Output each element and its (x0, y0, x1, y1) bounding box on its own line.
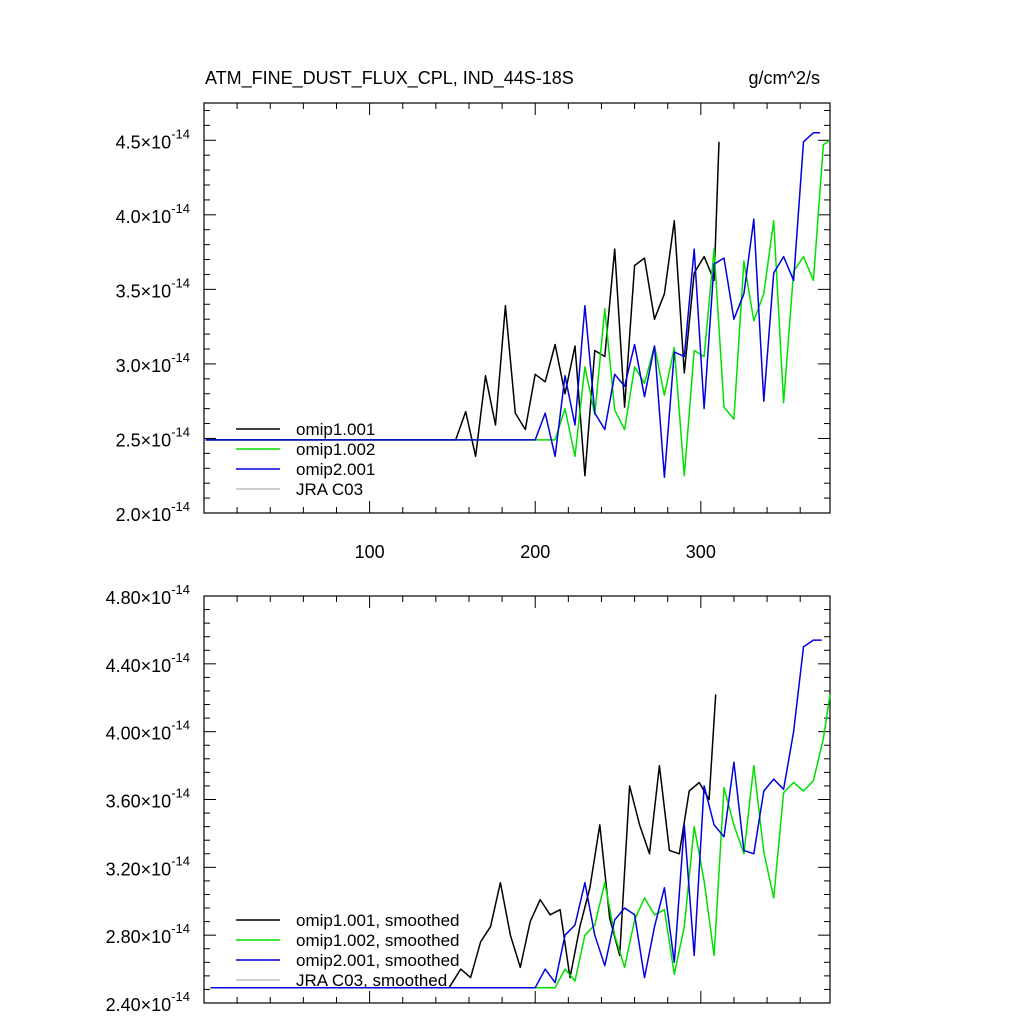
y-tick-label: 4.80×10-14 (106, 582, 190, 608)
x-tick-label: 200 (520, 542, 550, 562)
x-tick-label: 300 (686, 542, 716, 562)
y-tick-label: 4.5×10-14 (116, 126, 190, 152)
y-tick-label: 3.5×10-14 (116, 275, 190, 301)
y-tick-label: 3.0×10-14 (116, 350, 190, 376)
panel-bottom: 2.40×10-14 2.80×10-14 3.20×10-14 3.60×10-14… (106, 582, 831, 1015)
y-tick-label: 3.20×10-14 (106, 853, 190, 879)
series-line (205, 132, 821, 478)
legend-label: omip1.001, smoothed (296, 911, 460, 930)
series-line (210, 639, 822, 989)
y-tick-label: 2.0×10-14 (116, 499, 190, 525)
y-tick-label: 4.40×10-14 (106, 650, 190, 676)
legend-label: omip1.002, smoothed (296, 931, 460, 950)
legend-label: omip2.001 (296, 460, 375, 479)
series-line (205, 141, 720, 477)
plot-area-bottom: 2.40×10-14 2.80×10-14 3.20×10-14 3.60×10-14… (106, 582, 831, 1015)
y-tick-label: 2.80×10-14 (106, 921, 190, 947)
y-tick-label: 4.00×10-14 (106, 718, 190, 744)
chart-units: g/cm^2/s (749, 68, 820, 88)
series-line (205, 139, 831, 477)
y-tick-label: 2.5×10-14 (116, 424, 190, 450)
plot-area-top: 100 200 300 2.0×10-14 2.5×10-14 3.0×10-14 3.5×… (116, 102, 831, 562)
legend-label: JRA C03, smoothed (296, 971, 447, 990)
legend-label: omip1.002 (296, 440, 375, 459)
legend-label: omip2.001, smoothed (296, 951, 460, 970)
x-tick-label: 100 (355, 542, 385, 562)
panel-top: ATM_FINE_DUST_FLUX_CPL, IND_44S-18S g/cm… (116, 68, 831, 562)
y-tick-label: 3.60×10-14 (106, 786, 190, 812)
series-line (210, 694, 717, 989)
plot-frame (203, 102, 831, 514)
y-tick-label: 2.40×10-14 (106, 989, 190, 1015)
legend-label: omip1.001 (296, 420, 375, 439)
chart-title: ATM_FINE_DUST_FLUX_CPL, IND_44S-18S (205, 68, 574, 89)
y-tick-label: 4.0×10-14 (116, 201, 190, 227)
legend-label: JRA C03 (296, 480, 363, 499)
